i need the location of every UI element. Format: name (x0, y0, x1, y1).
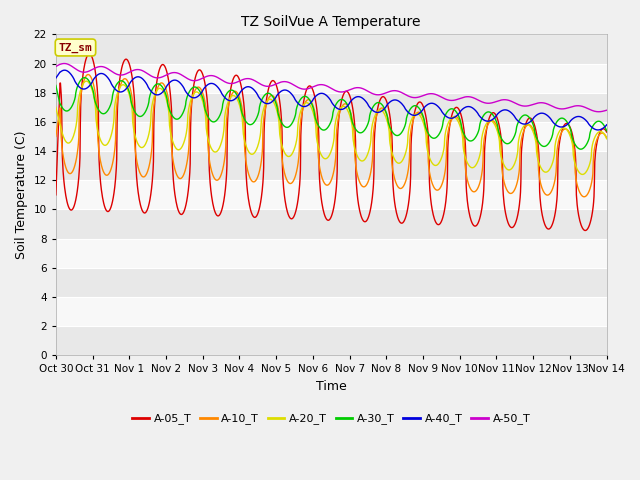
Bar (56, 35, 607, 63)
Bar (56, 122, 607, 151)
Text: TZ_sm: TZ_sm (59, 42, 92, 53)
Bar (56, 151, 607, 180)
Bar (56, 239, 607, 268)
Bar (56, 297, 607, 326)
Bar (56, 63, 607, 93)
Title: TZ SoilVue A Temperature: TZ SoilVue A Temperature (241, 15, 421, 29)
Bar (56, 93, 607, 122)
X-axis label: Time: Time (316, 380, 347, 393)
Bar (56, 268, 607, 297)
Bar (56, 326, 607, 355)
Bar (56, 180, 607, 209)
Bar (56, 209, 607, 239)
Y-axis label: Soil Temperature (C): Soil Temperature (C) (15, 131, 28, 259)
Legend: A-05_T, A-10_T, A-20_T, A-30_T, A-40_T, A-50_T: A-05_T, A-10_T, A-20_T, A-30_T, A-40_T, … (128, 409, 534, 429)
